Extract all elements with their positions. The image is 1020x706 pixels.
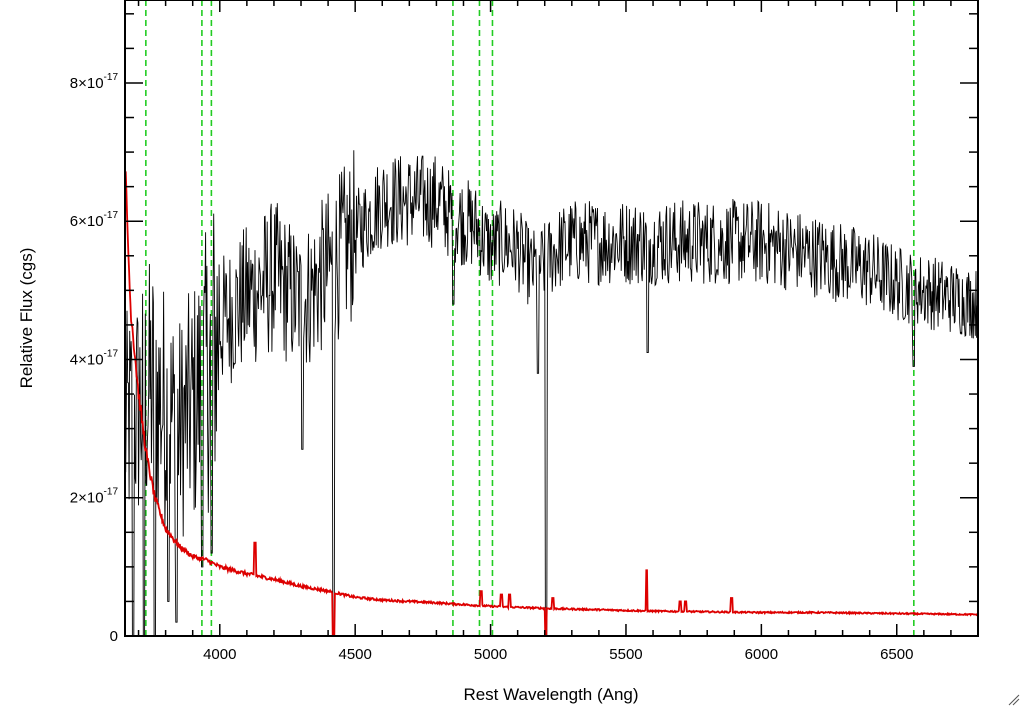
resize-grip-icon[interactable] [1008, 694, 1020, 706]
axes [124, 0, 979, 637]
error-spectrum-line [125, 171, 978, 636]
plot-frame [124, 0, 979, 637]
y-tick-label: 2×10-17 [70, 487, 119, 507]
y-tick-label: 6×10-17 [70, 210, 119, 230]
y-tick-label: 0 [110, 628, 118, 645]
y-tick-label: 8×10-17 [70, 72, 119, 92]
plot-content [125, 0, 978, 636]
flux-spectrum-line [125, 150, 978, 636]
x-tick-label: 5500 [609, 646, 642, 663]
x-axis-title: Rest Wavelength (Ang) [463, 685, 638, 704]
x-tick-label: 6000 [745, 646, 778, 663]
y-tick-label: 4×10-17 [70, 348, 119, 368]
x-tick-label: 5000 [474, 646, 507, 663]
x-tick-label: 4500 [338, 646, 371, 663]
x-tick-label: 6500 [880, 646, 913, 663]
y-axis-title: Relative Flux (cgs) [17, 248, 36, 389]
x-tick-label: 4000 [203, 646, 236, 663]
tick-labels: 4000 4500 5000 5500 6000 6500 0 2×10-17 4×10-17 6… [70, 72, 914, 663]
